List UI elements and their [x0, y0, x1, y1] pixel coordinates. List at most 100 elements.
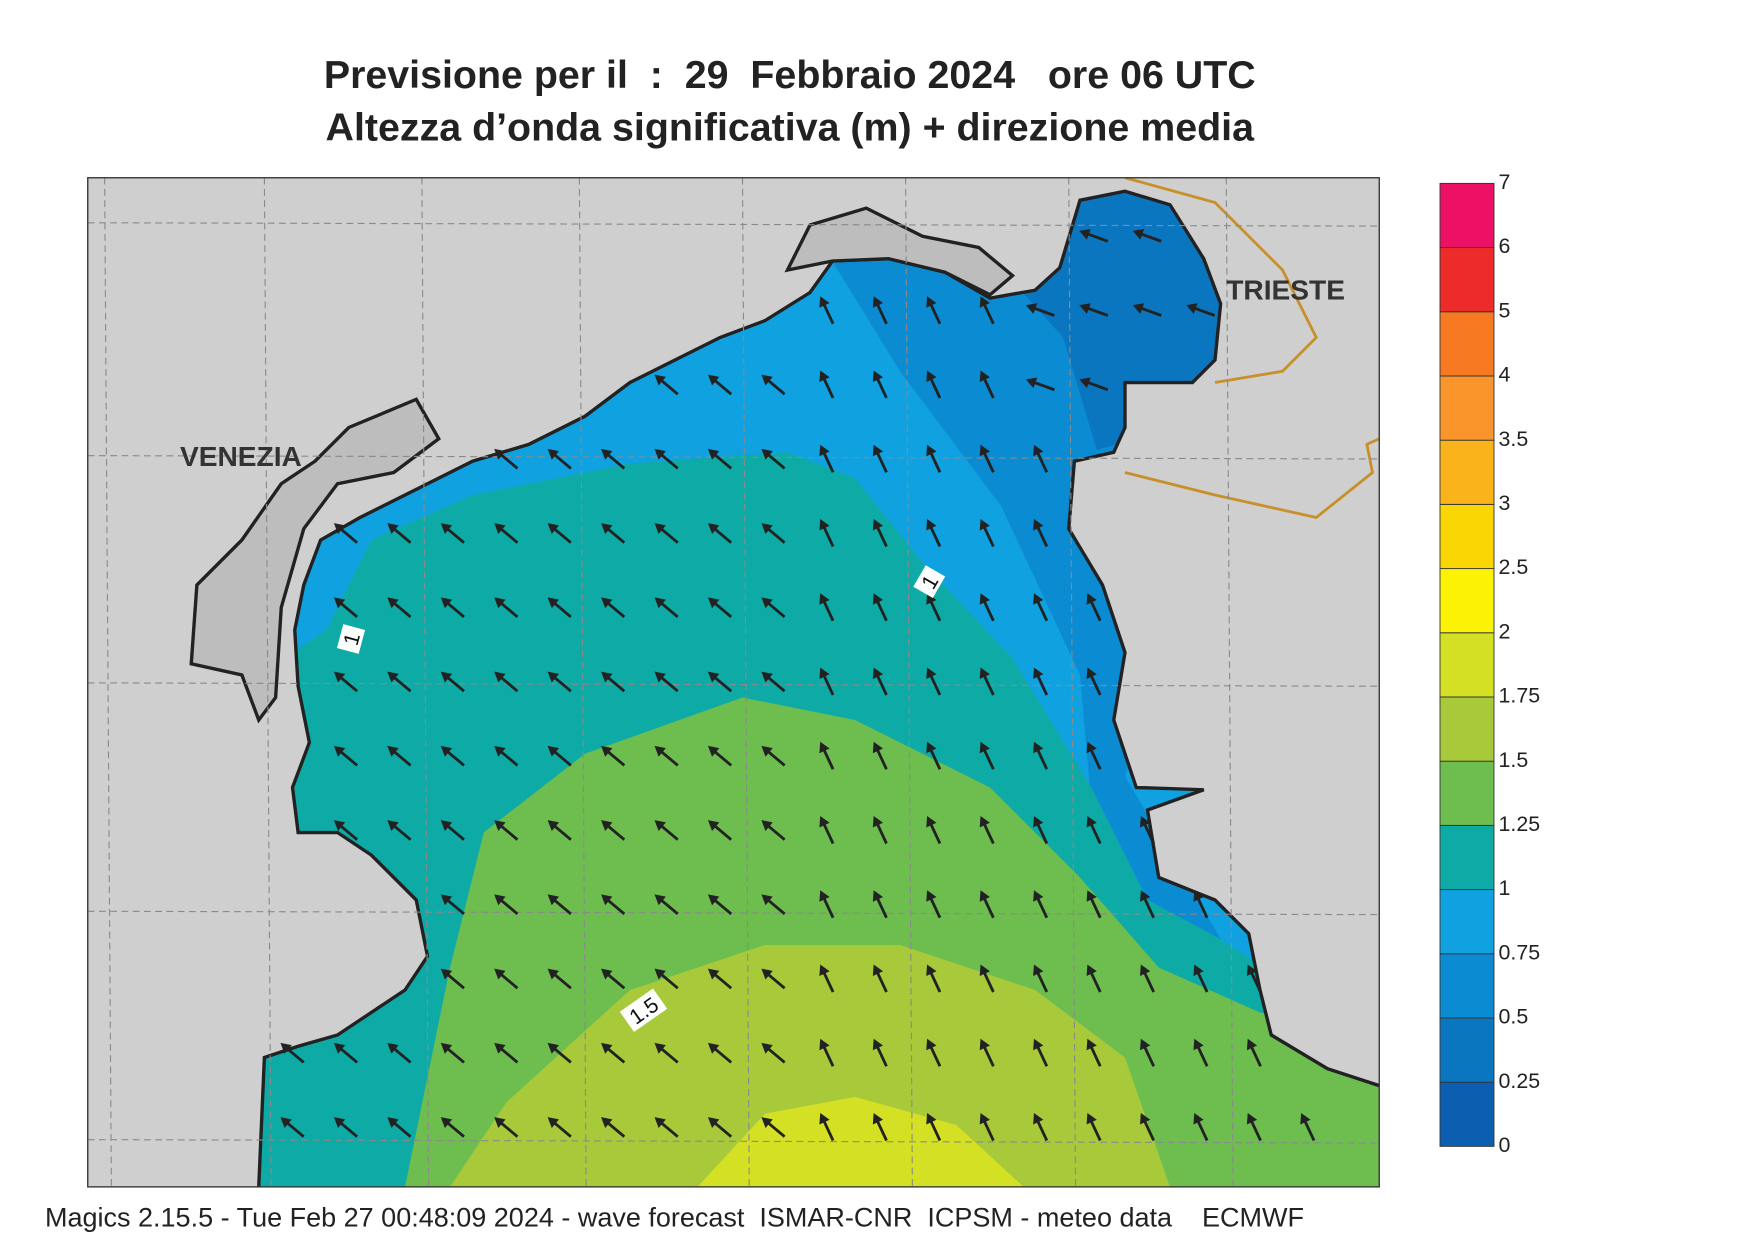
graticule [87, 177, 1380, 1187]
arrow-head [1193, 964, 1204, 977]
arrow-head [601, 597, 613, 609]
arrow [387, 1117, 412, 1138]
arrow-head [872, 296, 884, 308]
arrow [707, 374, 733, 396]
arrow [707, 894, 733, 915]
arrow-head [1140, 1038, 1151, 1051]
graticule-line [87, 910, 1380, 916]
label-box [336, 624, 366, 654]
arrow [979, 296, 995, 325]
arrow [872, 593, 888, 622]
arrow [494, 1042, 519, 1064]
arrow [1132, 229, 1162, 243]
arrow-head [654, 374, 666, 386]
color-band [1439, 311, 1495, 377]
arrow-head [387, 671, 399, 683]
colorbar-tick-label: 7 [1499, 170, 1511, 194]
graticule-line [87, 1139, 1380, 1144]
colorbar: 0 0.25 0.5 0.75 1 1.25 1.5 1.75 2 2.5 3 3.5 4 5 6 7 [1439, 170, 1540, 1157]
arrow [654, 448, 679, 470]
arrow [979, 1038, 995, 1067]
graticule-line [87, 455, 1380, 460]
arrow-head [926, 667, 937, 680]
arrow [1193, 1038, 1209, 1067]
arrow [440, 820, 465, 841]
arrow-head [1086, 964, 1097, 977]
arrow-head [707, 597, 720, 609]
arrow [872, 815, 888, 845]
arrow [440, 1117, 465, 1138]
arrow-head [872, 1038, 884, 1051]
arrow [654, 745, 679, 767]
arrow [547, 448, 572, 470]
footer: Magics 2.15.5 - Tue Feb 27 00:48:09 2024… [45, 1202, 1304, 1232]
arrow [387, 1042, 412, 1064]
arrow-head [926, 593, 937, 605]
colorbar-tick-label: 3 [1499, 491, 1511, 515]
arrow [601, 820, 626, 841]
arrow-head [440, 1042, 453, 1054]
arrow [761, 1042, 786, 1064]
arrow-head [1033, 890, 1044, 902]
arrow-head [1086, 741, 1097, 754]
color-band [1439, 760, 1495, 826]
arrow [547, 1117, 572, 1138]
arrow [707, 820, 733, 841]
arrow-head [1140, 890, 1151, 902]
arrow-head [819, 296, 830, 308]
arrow [979, 593, 995, 622]
arrow [654, 894, 679, 915]
arrow [761, 597, 786, 618]
arrow [1086, 741, 1102, 770]
arrow [819, 593, 835, 622]
arrow [494, 820, 519, 841]
arrow-head [1033, 741, 1044, 754]
arrow [440, 597, 465, 618]
arrow [1025, 377, 1055, 392]
arrow-head [387, 597, 399, 609]
arrow-head [979, 593, 990, 605]
arrow-head [707, 894, 720, 906]
place-label: VENEZIA [180, 441, 302, 472]
arrow [333, 597, 359, 618]
arrow-head [547, 671, 559, 683]
arrow [926, 741, 942, 770]
arrow-head [387, 745, 399, 757]
colorbar-tick-label: 0 [1499, 1133, 1511, 1157]
color-band [1439, 889, 1495, 955]
arrow-head [1132, 303, 1145, 314]
arrow [761, 1117, 786, 1138]
title-line: Altezza d’onda significativa (m) + direz… [326, 106, 1256, 150]
arrow [440, 1042, 465, 1064]
arrow-head [547, 745, 559, 757]
arrow [1140, 1038, 1155, 1067]
arrow [547, 671, 572, 693]
arrow [654, 523, 679, 544]
arrow [926, 370, 942, 399]
arrow-head [926, 964, 937, 977]
color-band [1439, 1081, 1495, 1147]
arrow [926, 1112, 942, 1142]
arrow-head [979, 964, 990, 977]
arrow-head [333, 1117, 346, 1128]
arrow [440, 671, 465, 693]
arrow [926, 444, 942, 473]
arrow-head [761, 523, 773, 534]
arrow-head [1025, 303, 1038, 314]
contour-label: 1 [336, 624, 366, 654]
arrow [819, 370, 835, 399]
arrow-head [872, 815, 884, 828]
arrow [707, 671, 733, 693]
arrow-head [547, 448, 559, 460]
arrow [654, 671, 679, 693]
arrow-head [547, 597, 559, 609]
colorbar-tick-label: 4 [1499, 363, 1511, 387]
arrow-head [1086, 593, 1097, 605]
arrow-head [707, 1042, 720, 1054]
arrow [761, 448, 786, 470]
arrow [387, 820, 412, 841]
arrow [707, 597, 733, 618]
lagoon [784, 206, 1016, 297]
map-frame [87, 177, 1380, 1188]
